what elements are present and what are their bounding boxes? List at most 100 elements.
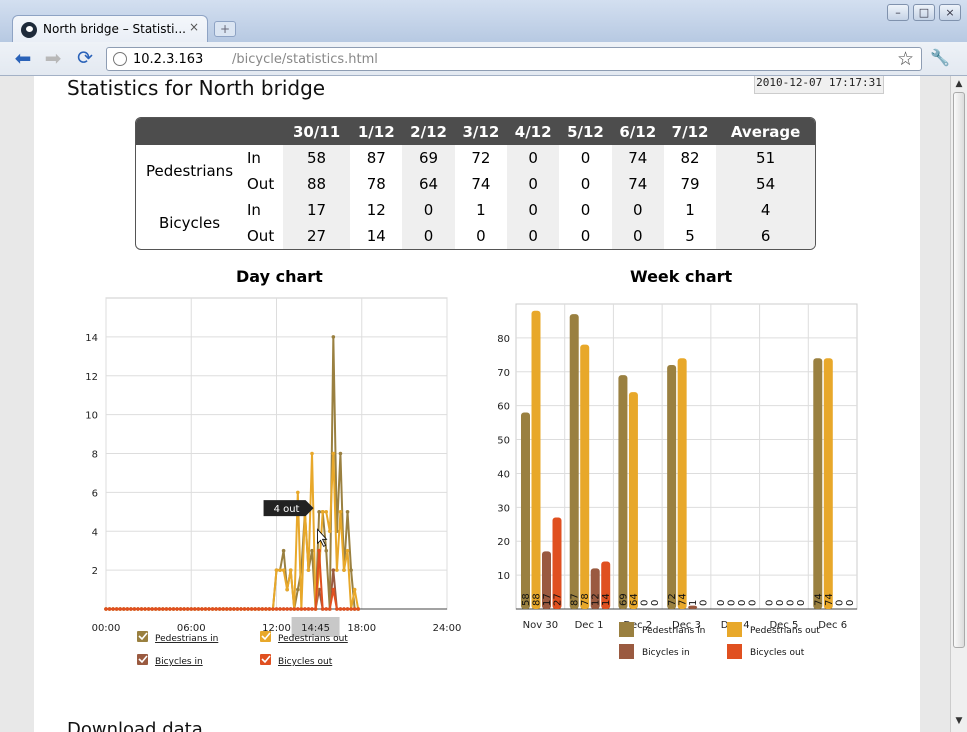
ped-out-series-point xyxy=(310,451,314,456)
reload-icon[interactable]: ⟳ xyxy=(77,47,93,69)
ped-in-series-point xyxy=(349,568,353,572)
ped-in-series-point xyxy=(338,451,343,456)
table-cell: 0 xyxy=(580,201,591,219)
legend-swatch xyxy=(727,644,742,659)
y-tick-label: 60 xyxy=(497,402,510,413)
y-tick-label: 70 xyxy=(497,368,510,379)
bike-out-series-point xyxy=(285,607,289,611)
ped-out-series-point xyxy=(327,529,332,534)
y-tick-label: 2 xyxy=(92,566,98,577)
bike-out-series-point xyxy=(125,607,130,611)
bike-out-series-point xyxy=(239,607,243,611)
checkbox-icon xyxy=(137,631,148,642)
hover-x-label: 14:45 xyxy=(301,623,330,634)
bar-value-label: 74 xyxy=(813,593,824,606)
bar-3 xyxy=(601,561,611,609)
legend-label: Bicycles in xyxy=(642,648,690,658)
ped-out-series-point xyxy=(352,587,357,592)
close-window-button[interactable]: × xyxy=(939,4,961,21)
bike-out-series-point xyxy=(175,607,179,611)
browser-tab[interactable]: North bridge – Statisti... × xyxy=(12,15,208,43)
bookmark-star-icon[interactable]: ☆ xyxy=(897,48,915,70)
legend-label: Pedestrians out xyxy=(278,634,348,644)
ped-out-series-point xyxy=(331,451,336,456)
bar-value-label: 74 xyxy=(824,593,835,606)
bike-out-series-point xyxy=(264,607,268,611)
page-content: Statistics for North bridge 2010-12-07 1… xyxy=(34,76,920,732)
bar-value-label: 0 xyxy=(650,600,661,606)
bike-out-series-point xyxy=(317,548,321,553)
table-cell: 0 xyxy=(507,197,560,223)
y-tick-label: 30 xyxy=(497,503,510,514)
table-cell: 0 xyxy=(402,223,455,249)
ped-out-series-point xyxy=(281,568,286,572)
bar-value-label: 87 xyxy=(570,593,581,606)
bike-out-series-point xyxy=(178,607,183,611)
bar-1 xyxy=(580,344,590,609)
bike-out-series-point xyxy=(288,607,293,611)
x-tick-label: 12:00 xyxy=(262,623,291,634)
ped-out-series-point xyxy=(306,568,311,572)
wrench-menu-icon[interactable]: 🔧 xyxy=(930,48,950,67)
bar-value-label: 0 xyxy=(765,600,776,606)
bike-out-series-point xyxy=(232,607,236,611)
table-cell: 64 xyxy=(402,171,455,197)
row-group-label: Bicycles xyxy=(158,214,221,232)
bar-3 xyxy=(552,517,562,609)
table-cell: 6 xyxy=(716,223,815,249)
ped-in-series-point xyxy=(281,548,286,553)
table-cell: 14 xyxy=(366,227,386,245)
mouse-cursor-icon xyxy=(317,528,328,547)
bar-value-label: 0 xyxy=(786,600,797,606)
bike-out-series-point xyxy=(306,607,311,611)
bar-value-label: 88 xyxy=(532,593,543,606)
scroll-down-icon[interactable]: ▼ xyxy=(955,716,963,726)
x-tick-label: 00:00 xyxy=(92,623,121,634)
bar-value-label: 0 xyxy=(737,600,748,606)
bike-out-series-point xyxy=(331,587,336,592)
bike-out-series-point xyxy=(132,607,137,611)
bike-out-series-point xyxy=(146,607,151,611)
address-bar[interactable]: 10.2.3.163 /bicycle/statistics.html ☆ xyxy=(106,47,922,71)
table-corner xyxy=(136,118,243,145)
minimize-button[interactable]: – xyxy=(887,4,909,21)
scroll-up-icon[interactable]: ▲ xyxy=(955,79,963,89)
legend-label: Pedestrians in xyxy=(642,626,705,636)
table-cell: 0 xyxy=(611,197,664,223)
scroll-thumb[interactable] xyxy=(953,92,965,648)
bar-0 xyxy=(521,412,530,609)
page-info-icon[interactable] xyxy=(113,52,127,66)
bike-out-series-point xyxy=(118,607,123,611)
table-cell: 51 xyxy=(716,145,815,171)
bike-out-series-point xyxy=(313,607,318,611)
maximize-button[interactable]: □ xyxy=(913,4,935,21)
legend-checkbox-2[interactable]: Bicycles in xyxy=(137,654,203,667)
legend-checkbox-3[interactable]: Bicycles out xyxy=(260,654,333,667)
back-arrow-icon[interactable]: ⬅ xyxy=(14,46,32,70)
legend-label: Pedestrians in xyxy=(155,634,218,644)
bike-out-series-point xyxy=(143,607,147,611)
ped-out-series-point xyxy=(345,548,350,553)
x-tick-label: Dec 5 xyxy=(769,620,798,631)
day-chart[interactable]: 00:00 06:00 12:00 18:00 24:00 2 4 6 8 10 12 14 4 out… xyxy=(64,290,484,720)
table-cell: 88 xyxy=(283,171,351,197)
new-tab-button[interactable]: + xyxy=(214,21,236,37)
bike-out-series-point xyxy=(281,607,286,611)
legend-checkbox-1[interactable]: Pedestrians out xyxy=(260,631,348,644)
bike-out-series-point xyxy=(136,607,140,611)
table-cell: 0 xyxy=(507,145,560,171)
bike-out-series-point xyxy=(242,607,247,611)
legend-checkbox-0[interactable]: Pedestrians in xyxy=(137,631,218,644)
row-group-label: Pedestrians xyxy=(145,162,234,180)
forward-arrow-icon[interactable]: ➡ xyxy=(44,46,62,70)
checkmark-icon xyxy=(138,632,148,641)
bike-out-series-point xyxy=(111,607,115,611)
y-tick-label: 12 xyxy=(85,372,98,383)
bike-out-series-point xyxy=(356,607,360,611)
vertical-scrollbar[interactable]: ▲ ▼ xyxy=(950,76,967,732)
table-cell: 0 xyxy=(507,223,560,249)
close-tab-icon[interactable]: × xyxy=(189,20,200,34)
hover-x-highlight xyxy=(291,617,340,637)
